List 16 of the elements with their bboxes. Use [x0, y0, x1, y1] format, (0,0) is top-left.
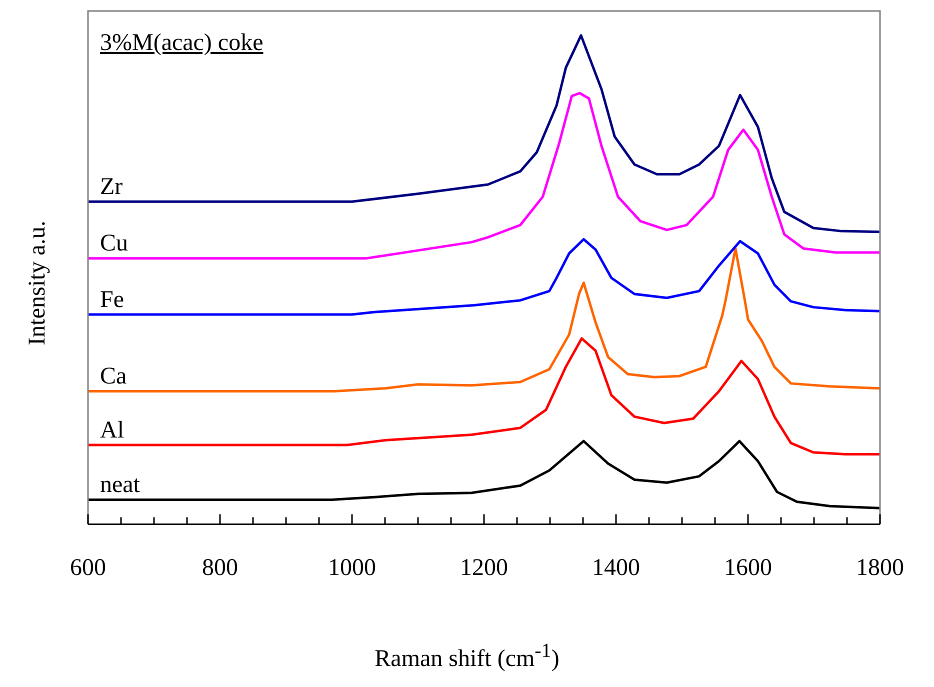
x-axis-title: Raman shift (cm$^{-1}$) [374, 640, 560, 673]
x-tick-label: 1200 [460, 554, 508, 581]
chart-title: 3%M(acac) coke [100, 30, 264, 57]
x-tick-label: 1000 [328, 554, 376, 581]
x-tick-label: 1400 [592, 554, 640, 581]
x-tick-label: 600 [70, 554, 106, 581]
series-label: Al [100, 417, 124, 444]
series-label: Cu [100, 230, 128, 257]
y-axis-title: Intensity a.u. [24, 220, 52, 346]
series-label: Ca [100, 364, 128, 390]
x-tick-label: 1600 [724, 554, 772, 581]
x-tick-label: 800 [202, 554, 238, 581]
series-label: Fe [100, 286, 124, 313]
series-label: Zr [100, 174, 123, 200]
x-tick-label: 1800 [856, 554, 904, 581]
series-label: neat [100, 472, 140, 498]
